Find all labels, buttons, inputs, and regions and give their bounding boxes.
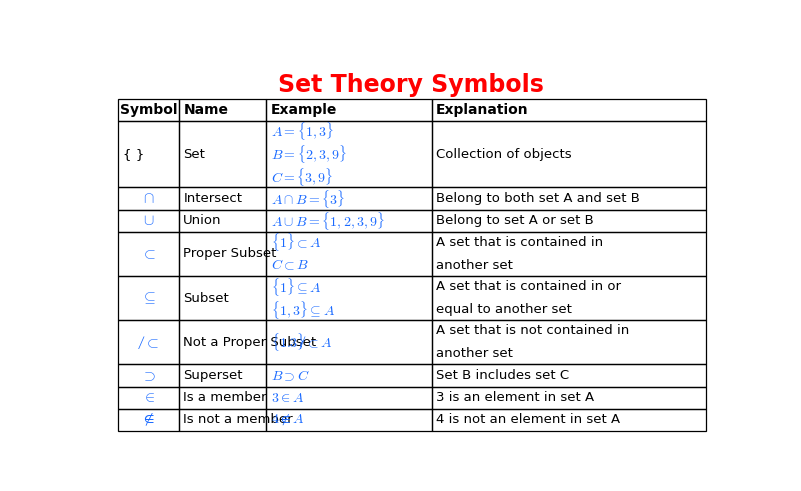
Bar: [266, 276, 432, 320]
Text: $\cup$: $\cup$: [143, 213, 155, 228]
Bar: [432, 364, 706, 386]
Text: $\in$: $\in$: [142, 390, 155, 405]
Text: Set B includes set C: Set B includes set C: [437, 369, 570, 382]
Bar: [179, 386, 266, 409]
Text: $4\notin A$: $4\notin A$: [271, 412, 304, 427]
Text: $A\cup B=\{1,2,3,9\}$: $A\cup B=\{1,2,3,9\}$: [271, 210, 384, 232]
Bar: [119, 386, 179, 409]
Text: $A =\{1,3\}$: $A =\{1,3\}$: [271, 120, 333, 142]
Text: Explanation: Explanation: [437, 103, 529, 117]
Text: Symbol: Symbol: [120, 103, 177, 117]
Bar: [119, 364, 179, 386]
Bar: [432, 188, 706, 210]
Text: $\{1\}\subset A$: $\{1\}\subset A$: [271, 231, 321, 253]
Text: Collection of objects: Collection of objects: [437, 148, 572, 161]
Text: $\cap$: $\cap$: [143, 191, 155, 206]
Text: Set Theory Symbols: Set Theory Symbols: [278, 73, 543, 97]
Bar: [179, 364, 266, 386]
Text: $3\in A$: $3\in A$: [271, 391, 304, 405]
Bar: [432, 232, 706, 276]
Bar: [119, 210, 179, 232]
Bar: [179, 409, 266, 431]
Text: Intersect: Intersect: [183, 192, 243, 205]
Text: Example: Example: [271, 103, 337, 117]
Text: another set: another set: [437, 259, 513, 272]
Text: Belong to both set A and set B: Belong to both set A and set B: [437, 192, 640, 205]
Text: A set that is contained in: A set that is contained in: [437, 236, 603, 249]
Text: $C\subset B$: $C\subset B$: [271, 258, 308, 273]
Bar: [119, 276, 179, 320]
Text: 3 is an element in set A: 3 is an element in set A: [437, 391, 594, 404]
Bar: [266, 121, 432, 188]
Bar: [119, 232, 179, 276]
Text: A set that is not contained in: A set that is not contained in: [437, 324, 630, 337]
Text: another set: another set: [437, 347, 513, 360]
Bar: [266, 320, 432, 364]
Text: Subset: Subset: [183, 292, 229, 304]
Bar: [119, 99, 179, 121]
Bar: [266, 232, 432, 276]
Bar: [179, 320, 266, 364]
Text: Is a member: Is a member: [183, 391, 267, 404]
Bar: [432, 210, 706, 232]
Bar: [266, 188, 432, 210]
Text: Not a Proper Subset: Not a Proper Subset: [183, 336, 316, 349]
Text: $\{1.3\}\not\subset A$: $\{1.3\}\not\subset A$: [271, 331, 332, 354]
Bar: [179, 99, 266, 121]
Bar: [266, 386, 432, 409]
Text: Union: Union: [183, 214, 222, 227]
Bar: [179, 210, 266, 232]
Text: $\{1,3\}\subseteq A$: $\{1,3\}\subseteq A$: [271, 299, 335, 321]
Text: { }: { }: [123, 148, 144, 161]
Bar: [432, 276, 706, 320]
Text: Is not a member: Is not a member: [183, 413, 293, 426]
Bar: [119, 409, 179, 431]
Bar: [179, 188, 266, 210]
Bar: [119, 188, 179, 210]
Text: $C =\{3,9\}$: $C =\{3,9\}$: [271, 166, 333, 189]
Text: equal to another set: equal to another set: [437, 303, 572, 316]
Bar: [432, 386, 706, 409]
Text: $A\cap B=\{3\}$: $A\cap B=\{3\}$: [271, 188, 345, 210]
Text: $\supset$: $\supset$: [141, 368, 156, 383]
Text: $\subset$: $\subset$: [141, 246, 156, 261]
Text: Set: Set: [183, 148, 205, 161]
Bar: [432, 121, 706, 188]
Bar: [432, 409, 706, 431]
Text: Proper Subset: Proper Subset: [183, 247, 276, 260]
Bar: [266, 364, 432, 386]
Text: Belong to set A or set B: Belong to set A or set B: [437, 214, 594, 227]
Text: A set that is contained in or: A set that is contained in or: [437, 280, 622, 293]
Text: $B =\{2,3,9\}$: $B =\{2,3,9\}$: [271, 143, 347, 165]
Bar: [432, 320, 706, 364]
Text: $\notin$: $\notin$: [142, 411, 155, 428]
Bar: [179, 232, 266, 276]
Bar: [119, 320, 179, 364]
Bar: [266, 99, 432, 121]
Bar: [432, 99, 706, 121]
Bar: [179, 121, 266, 188]
Bar: [266, 210, 432, 232]
Text: $\subseteq$: $\subseteq$: [141, 290, 156, 306]
Text: $\{1\}\subseteq A$: $\{1\}\subseteq A$: [271, 275, 321, 298]
Text: 4 is not an element in set A: 4 is not an element in set A: [437, 413, 620, 426]
Bar: [266, 409, 432, 431]
Text: Name: Name: [183, 103, 228, 117]
Text: $\not\subset$: $\not\subset$: [138, 334, 159, 351]
Text: Superset: Superset: [183, 369, 243, 382]
Bar: [119, 121, 179, 188]
Bar: [179, 276, 266, 320]
Text: $B\supset C$: $B\supset C$: [271, 368, 309, 383]
